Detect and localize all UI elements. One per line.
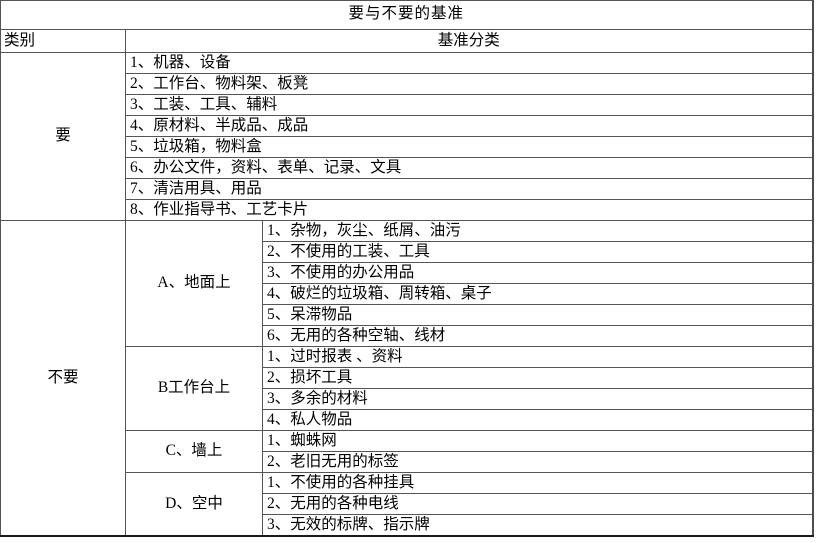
page-title: 要与不要的基准 <box>348 5 465 23</box>
table-row: 8、作业指导书、工艺卡片 <box>1 199 814 221</box>
category-cell-keep: 要 <box>0 52 126 221</box>
list-item: 8、作业指导书、工艺卡片 <box>124 199 814 221</box>
table-row: 不要 A、地面上 1、杂物，灰尘、纸屑、油污 <box>0 220 814 537</box>
subgroup-label-workbench: B工作台上 <box>125 346 263 431</box>
list-item: 1、蜘蛛网 <box>261 430 814 452</box>
column-header-classification: 基准分类 <box>124 29 814 53</box>
column-header-category: 类别 <box>0 29 126 53</box>
subgroup-label-overhead: D、空中 <box>125 472 263 537</box>
table-row: 3、无效的标牌、指示牌 <box>1 514 814 537</box>
list-item: 4、破烂的垃圾箱、周转箱、桌子 <box>261 283 814 305</box>
list-item: 7、清洁用具、用品 <box>124 178 814 200</box>
table-row: 3、不使用的办公用品 <box>1 262 814 284</box>
table-row: 7、清洁用具、用品 <box>1 178 814 200</box>
list-item: 2、无用的各种电线 <box>261 493 814 515</box>
table-row: 2、损坏工具 <box>1 367 814 389</box>
table-row: 2、工作台、物料架、板凳 <box>1 73 814 95</box>
document-title-cell: 要与不要的基准 <box>0 0 814 30</box>
list-item: 6、无用的各种空轴、线材 <box>261 325 814 347</box>
subgroup-label-floor: A、地面上 <box>125 220 263 347</box>
list-item: 4、私人物品 <box>261 409 814 431</box>
list-item: 5、垃圾箱，物料盒 <box>124 136 814 158</box>
list-item: 2、老旧无用的标签 <box>261 451 814 473</box>
list-item: 2、损坏工具 <box>261 367 814 389</box>
list-item: 3、不使用的办公用品 <box>261 262 814 284</box>
list-item: 1、不使用的各种挂具 <box>261 472 814 494</box>
title-row: 要与不要的基准 <box>0 0 814 30</box>
table-row: 要 1、机器、设备 <box>0 52 814 221</box>
table-row: 2、无用的各种电线 <box>1 493 814 515</box>
list-item: 2、不使用的工装、工具 <box>261 241 814 263</box>
list-item: 1、机器、设备 <box>124 52 814 74</box>
table-row: 4、原材料、半成品、成品 <box>1 115 814 137</box>
subgroup-label-wall: C、墙上 <box>125 430 263 473</box>
list-item: 3、工装、工具、辅料 <box>124 94 814 116</box>
table-row: C、墙上 1、蜘蛛网 <box>1 430 814 473</box>
list-item: 3、无效的标牌、指示牌 <box>261 514 814 537</box>
list-item: 1、杂物，灰尘、纸屑、油污 <box>261 220 814 242</box>
table-row: 5、呆滞物品 <box>1 304 814 326</box>
table-row: 4、破烂的垃圾箱、周转箱、桌子 <box>1 283 814 305</box>
list-item: 3、多余的材料 <box>261 388 814 410</box>
list-item: 5、呆滞物品 <box>261 304 814 326</box>
list-item: 4、原材料、半成品、成品 <box>124 115 814 137</box>
list-item: 2、工作台、物料架、板凳 <box>124 73 814 95</box>
list-item: 6、办公文件，资料、表单、记录、文具 <box>124 157 814 179</box>
category-cell-discard: 不要 <box>0 220 126 537</box>
table-row: 3、工装、工具、辅料 <box>1 94 814 116</box>
table-row: 6、办公文件，资料、表单、记录、文具 <box>1 157 814 179</box>
table-row: 3、多余的材料 <box>1 388 814 410</box>
list-item: 1、过时报表 、资料 <box>261 346 814 368</box>
table-row: 2、老旧无用的标签 <box>1 451 814 473</box>
table-header-row: 类别 基准分类 <box>0 29 814 53</box>
table-row: 4、私人物品 <box>1 409 814 431</box>
